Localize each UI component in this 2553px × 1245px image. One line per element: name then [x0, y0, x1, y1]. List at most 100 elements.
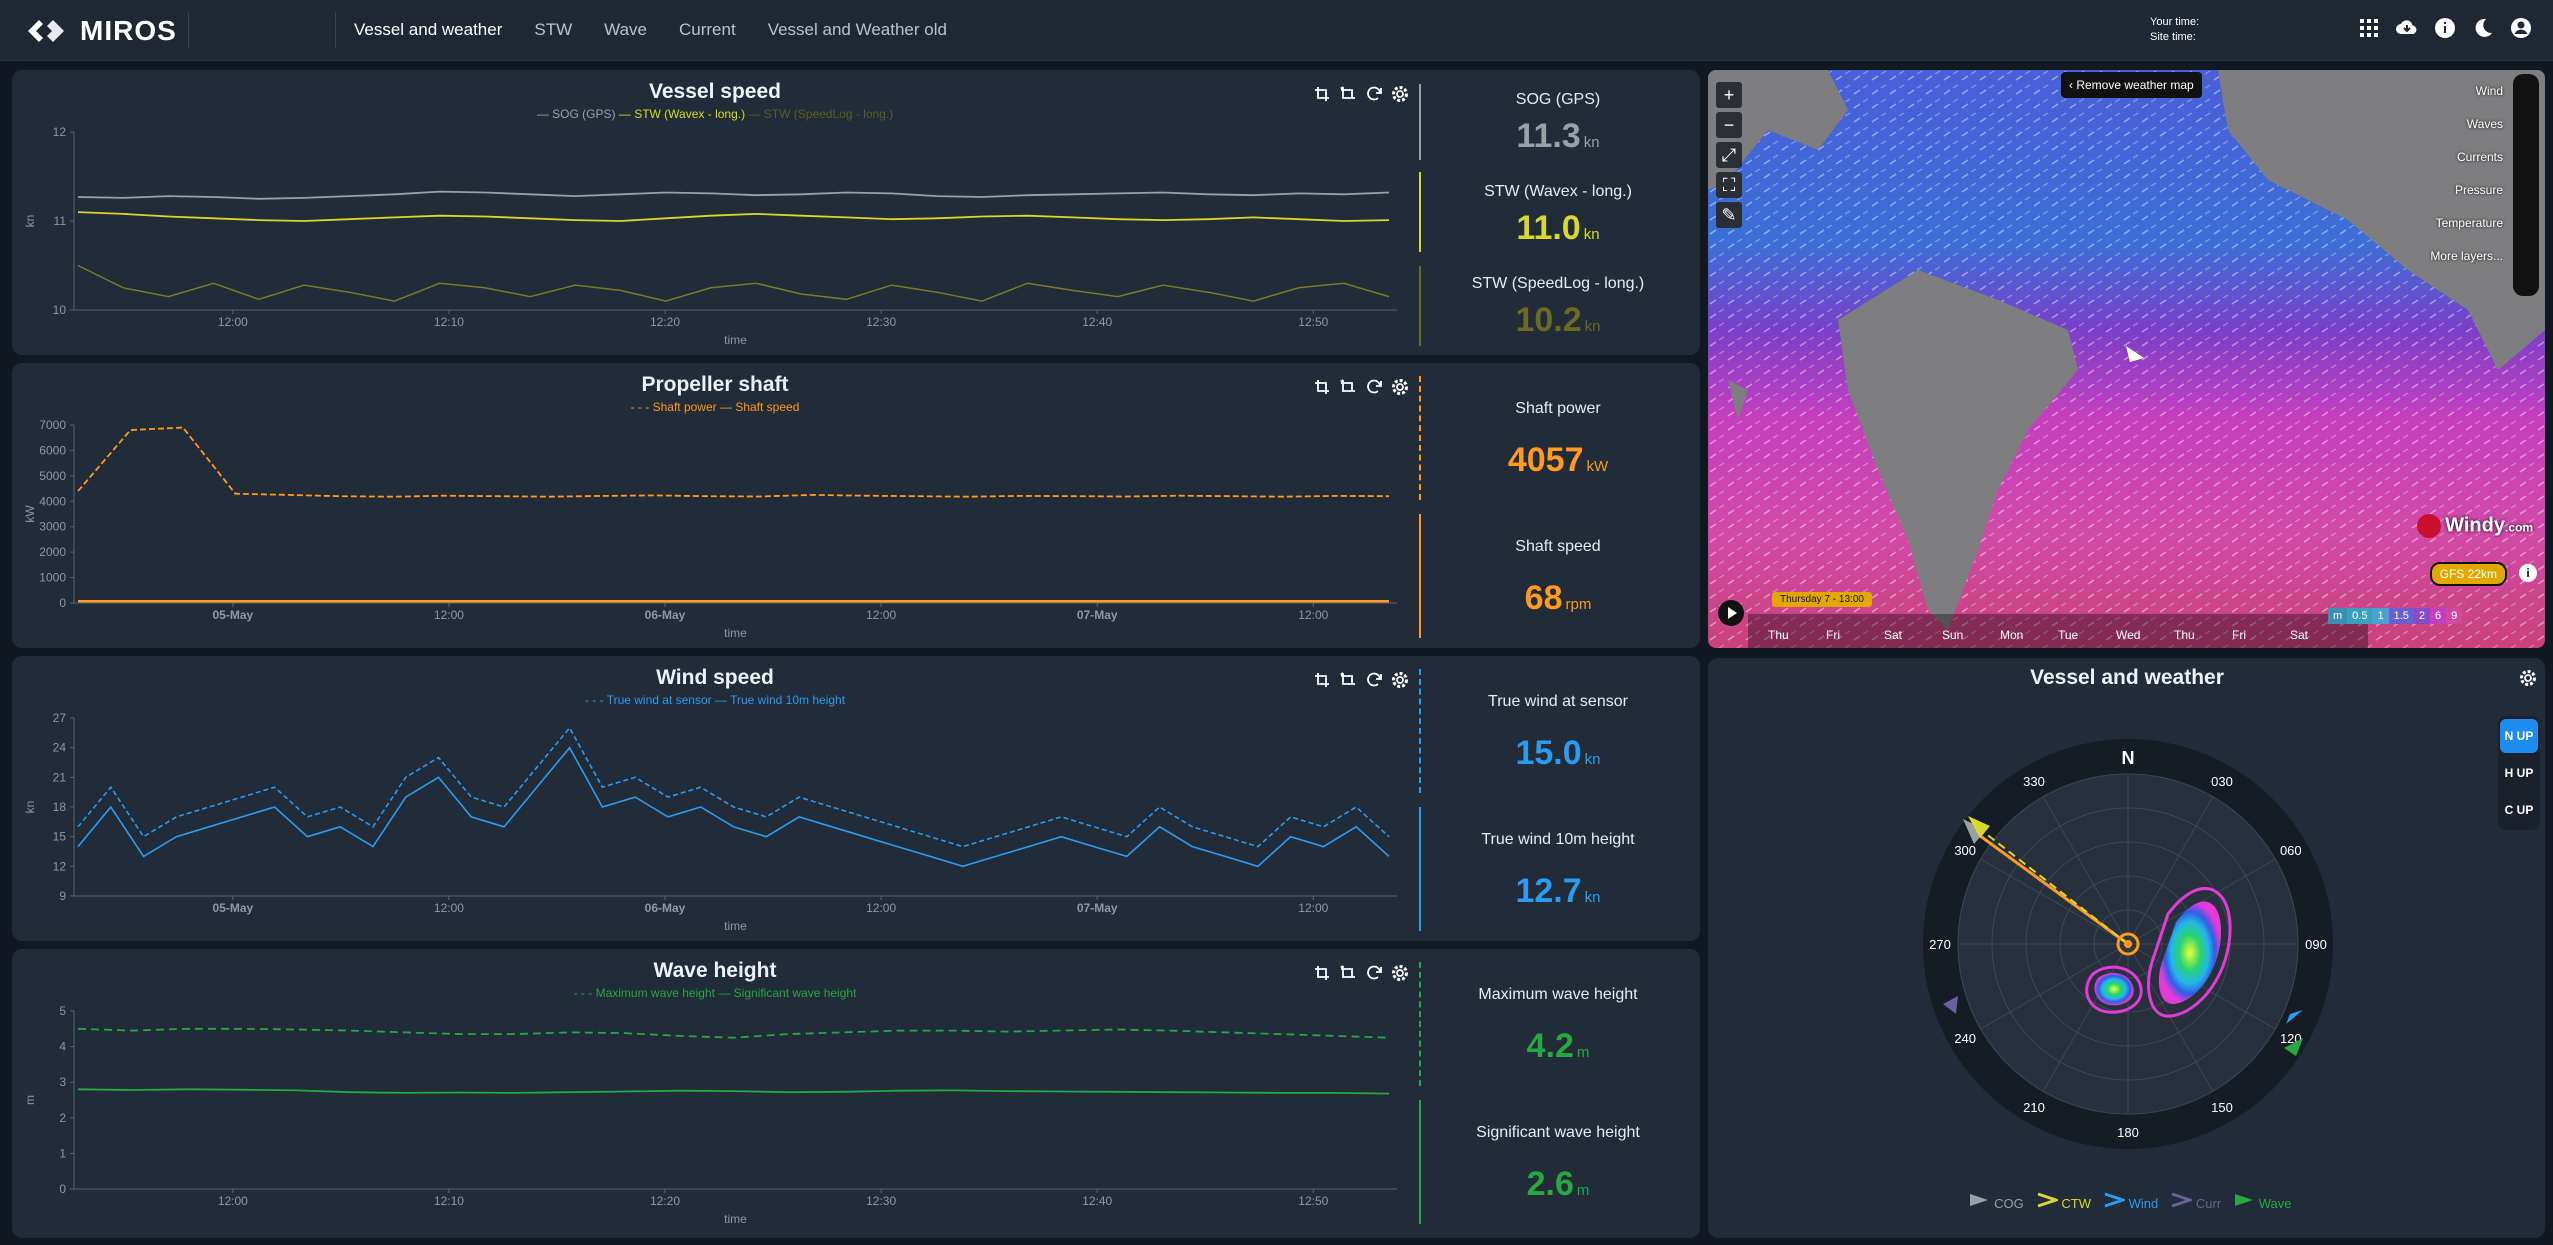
wave-height-title: Wave height: [653, 959, 777, 982]
timeline-day[interactable]: Sat: [1884, 628, 1903, 642]
shaft-speed-label: Shaft speed: [1515, 538, 1601, 555]
zoom-reset-icon[interactable]: [1338, 84, 1358, 104]
timeline-day[interactable]: Tue: [2058, 628, 2079, 642]
wave-legend-icon: [2235, 1194, 2254, 1206]
nav-current[interactable]: Current: [679, 20, 736, 39]
propeller-shaft-chart[interactable]: 0 1000 2000 3000 4000 5000 6000 7000 05-May 12:00…: [12, 413, 1412, 648]
nav-stw[interactable]: STW: [534, 20, 573, 39]
map-zoom-in-button[interactable]: +: [1716, 82, 1742, 108]
zoom-reset-icon[interactable]: [1338, 670, 1358, 690]
zoom-reset-icon[interactable]: [1338, 963, 1358, 983]
layer-wind[interactable]: Wind: [2475, 84, 2503, 98]
legend-sog[interactable]: SOG (GPS): [552, 107, 616, 121]
weather-map-canvas: [1708, 70, 2545, 648]
x-tick-label: 12:00: [1298, 608, 1328, 622]
timeline-day[interactable]: Fri: [2232, 628, 2246, 642]
layer-currents[interactable]: Currents: [2456, 150, 2503, 164]
legend-wave[interactable]: Wave: [2233, 1192, 2292, 1211]
map-draw-button[interactable]: ✎: [1716, 202, 1742, 228]
y-tick-label: 3000: [39, 520, 66, 534]
legend-true-wind-10m[interactable]: True wind 10m height: [730, 693, 846, 707]
site-time-label: Site time:: [2150, 31, 2196, 43]
polar-settings-gear-icon[interactable]: [2518, 668, 2538, 688]
refresh-icon[interactable]: [1364, 84, 1384, 104]
legend-shaft-power[interactable]: Shaft power: [652, 400, 717, 414]
legend-wind[interactable]: Wind: [2103, 1192, 2158, 1211]
gear-icon[interactable]: [1390, 963, 1410, 983]
zoom-icon[interactable]: [1312, 670, 1332, 690]
gear-icon[interactable]: [1390, 670, 1410, 690]
wave-height-chart[interactable]: 0 1 2 3 4 5 12:00 12:10 12:20 12:30 12:40 12:50 time…: [12, 999, 1412, 1238]
zoom-icon[interactable]: [1312, 84, 1332, 104]
vessel-speed-chart[interactable]: 10 11 12 12:00 12:10 12:20 12:30 12:40 12:50 time…: [12, 120, 1412, 355]
legend-shaft-speed[interactable]: Shaft speed: [735, 400, 800, 414]
wind-legend-icon: [2104, 1192, 2128, 1208]
x-tick-label: 12:00: [866, 608, 896, 622]
cloud-download-icon[interactable]: [2395, 16, 2419, 40]
gear-icon[interactable]: [1390, 377, 1410, 397]
timeline-day[interactable]: Fri: [1826, 628, 1840, 642]
series-line-1: [77, 211, 1390, 222]
legend-cog[interactable]: COG: [1968, 1192, 2024, 1211]
refresh-icon[interactable]: [1364, 377, 1384, 397]
legend-sig-wave[interactable]: Significant wave height: [733, 986, 857, 1000]
legend-true-wind-sensor[interactable]: True wind at sensor: [606, 693, 712, 707]
timeline-day[interactable]: Thu: [2174, 628, 2195, 642]
layer-pressure[interactable]: Pressure: [2454, 183, 2503, 197]
series-line-0: [77, 426, 1390, 498]
refresh-icon[interactable]: [1364, 670, 1384, 690]
legend-stw-wavex[interactable]: STW (Wavex - long.): [634, 107, 746, 121]
timeline-bar[interactable]: [1748, 614, 2368, 648]
map-info-icon[interactable]: i: [2519, 564, 2537, 582]
dark-mode-icon[interactable]: [2471, 16, 2495, 40]
gear-icon[interactable]: [1390, 84, 1410, 104]
legend-stw-speedlog[interactable]: STW (SpeedLog - long.): [763, 107, 894, 121]
y-axis-label: kn: [23, 801, 37, 814]
map-zoom-out-button[interactable]: −: [1716, 112, 1742, 138]
map-fullscreen-button[interactable]: ⛶: [1716, 172, 1742, 198]
map-expand-button[interactable]: ⤢: [1716, 142, 1742, 168]
weather-map[interactable]: + − ⤢ ⛶ ✎ ‹ Remove weather map Wind Wave…: [1708, 70, 2545, 648]
remove-weather-map-button[interactable]: ‹ Remove weather map: [2061, 72, 2202, 98]
x-tick-label: 12:50: [1298, 315, 1328, 329]
course-up-button[interactable]: C UP: [2504, 803, 2534, 817]
x-tick-label: 12:30: [866, 315, 896, 329]
bearing-label: 150: [2211, 1100, 2233, 1115]
info-icon[interactable]: [2433, 16, 2457, 40]
panel-vessel-speed: [12, 70, 1700, 355]
zoom-icon[interactable]: [1312, 963, 1332, 983]
model-selector[interactable]: GFS 22km: [2429, 562, 2507, 586]
north-up-button[interactable]: N UP: [2500, 719, 2538, 753]
nav-vessel-and-weather-old[interactable]: Vessel and Weather old: [767, 20, 947, 39]
layer-more[interactable]: More layers...: [2430, 249, 2503, 263]
nav-vessel-and-weather[interactable]: Vessel and weather: [354, 20, 503, 39]
zoom-reset-icon[interactable]: [1338, 377, 1358, 397]
polar-spoke: [1980, 943, 2129, 1030]
refresh-icon[interactable]: [1364, 963, 1384, 983]
legend-curr[interactable]: Curr: [2170, 1192, 2221, 1211]
legend-max-wave[interactable]: Maximum wave height: [595, 986, 715, 1000]
vessel-weather-title: Vessel and weather: [2030, 666, 2224, 689]
layer-waves[interactable]: Waves: [2466, 117, 2503, 131]
app-logo[interactable]: MIROS: [28, 14, 177, 48]
zoom-icon[interactable]: [1312, 377, 1332, 397]
series-line-0: [77, 726, 1390, 848]
timeline-day[interactable]: Thu: [1768, 628, 1789, 642]
wind-speed-chart[interactable]: 9 12 15 18 21 24 27 05-May 12:00 06-May 12:00 07-Ma…: [12, 706, 1412, 941]
x-tick-label: 12:30: [866, 1194, 896, 1208]
legend-ctw[interactable]: CTW: [2036, 1192, 2091, 1211]
wind-sensor-indicator-bar: [1419, 669, 1421, 793]
nav-wave[interactable]: Wave: [604, 20, 647, 39]
timeline-play-icon[interactable]: [1718, 600, 1744, 626]
timeline-day[interactable]: Mon: [2000, 628, 2024, 642]
timeline-day[interactable]: Sat: [2290, 628, 2309, 642]
user-account-icon[interactable]: [2509, 16, 2533, 40]
timeline-day[interactable]: Sun: [1942, 628, 1964, 642]
heading-up-button[interactable]: H UP: [2504, 766, 2534, 780]
bearing-label: 090: [2305, 937, 2327, 952]
shaft-power-value: 4057 kW: [1507, 441, 1609, 479]
layer-temperature[interactable]: Temperature: [2435, 216, 2503, 230]
apps-grid-icon[interactable]: [2357, 16, 2381, 40]
timeline-day[interactable]: Wed: [2116, 628, 2141, 642]
